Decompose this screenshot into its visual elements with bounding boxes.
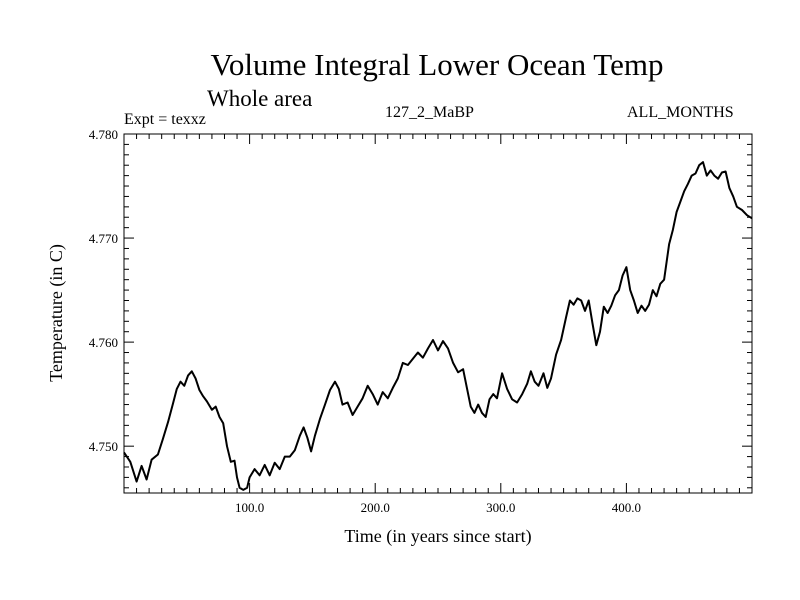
tick-labels: 100.0 200.0 300.0 400.0 4.750 4.760 4.770 4.780 [89,127,641,515]
x-axis-label: Time (in years since start) [344,526,531,547]
y-tick-label: 4.760 [89,335,118,350]
months-label: ALL_MONTHS [627,104,734,121]
y-tick-label: 4.750 [89,439,118,454]
run-label: 127_2_MaBP [385,104,474,121]
series-line-lower-ocean-temp [123,161,753,491]
y-tick-label: 4.770 [89,231,118,246]
chart-title: Volume Integral Lower Ocean Temp [210,47,664,82]
major-ticks [124,133,752,493]
x-tick-label: 100.0 [235,500,264,515]
experiment-label: Expt = texxz [124,111,206,128]
y-tick-label: 4.780 [89,127,118,142]
chart-subtitle: Whole area [207,86,313,111]
plot-frame [123,133,753,494]
y-axis-label: Temperature (in C) [46,244,67,382]
minor-ticks [124,134,752,493]
x-tick-label: 400.0 [612,500,641,515]
x-tick-label: 300.0 [486,500,515,515]
x-tick-label: 200.0 [361,500,390,515]
